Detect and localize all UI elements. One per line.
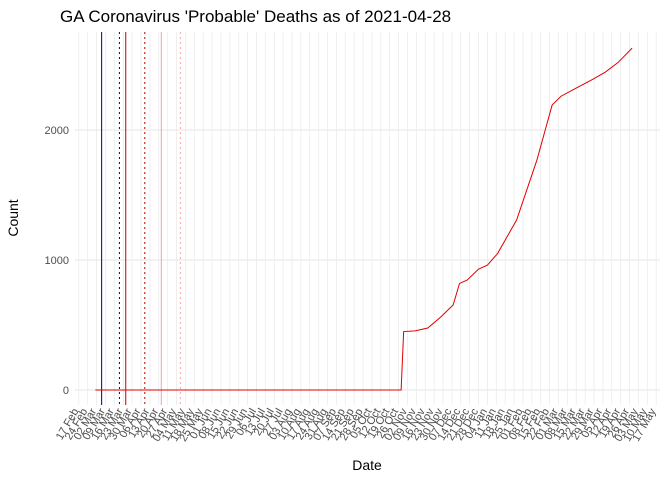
y-axis-title: Count: [5, 199, 21, 236]
data-line: [95, 47, 633, 391]
x-axis-title: Date: [352, 457, 382, 473]
y-tick-label: 1000: [45, 255, 69, 267]
chart-title: GA Coronavirus 'Probable' Deaths as of 2…: [60, 7, 451, 26]
y-tick-label: 0: [63, 385, 69, 397]
y-tick-label: 2000: [45, 125, 69, 137]
